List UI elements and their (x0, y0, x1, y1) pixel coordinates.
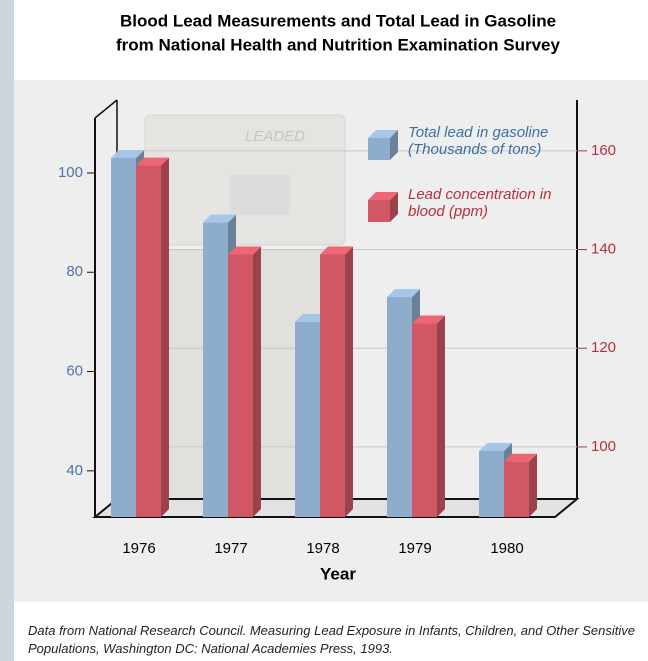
bar-side (529, 454, 537, 517)
y2-tick-label: 160 (591, 142, 616, 159)
bar-front (203, 223, 228, 517)
pump-label: LEADED (245, 128, 305, 145)
legend-label: Lead concentration in blood (ppm) (408, 186, 558, 220)
y2-tick-label: 140 (591, 240, 616, 257)
bar (228, 246, 261, 517)
legend-swatch (368, 200, 390, 222)
y2-tick-label: 100 (591, 438, 616, 455)
x-axis-label: Year (320, 564, 356, 583)
page: Blood Lead Measurements and Total Lead i… (0, 0, 648, 661)
bar-side (161, 158, 169, 517)
chart: Blood Lead Measurements and Total Lead i… (0, 0, 648, 661)
bar-front (504, 462, 529, 517)
y-tick-label: 80 (66, 263, 83, 280)
bar-front (295, 322, 320, 517)
bar-side (253, 246, 261, 517)
bar-front (320, 254, 345, 517)
x-tick-label: 1977 (214, 540, 247, 557)
legend-label: Total lead in gasoline (Thousands of ton… (408, 124, 568, 158)
bar-front (412, 324, 437, 517)
bar (136, 158, 169, 517)
bar-front (136, 166, 161, 517)
y2-tick-label: 120 (591, 339, 616, 356)
x-tick-label: 1979 (398, 540, 431, 557)
bar-front (111, 158, 136, 517)
bar (504, 454, 537, 517)
bar (320, 246, 353, 517)
x-tick-label: 1978 (306, 540, 339, 557)
y-tick-label: 100 (58, 164, 83, 181)
bar-front (228, 254, 253, 517)
bar-front (387, 297, 412, 517)
bar-side (437, 316, 445, 517)
chart-title: Blood Lead Measurements and Total Lead i… (120, 11, 556, 30)
source-note: Data from National Research Council. Mea… (28, 622, 643, 658)
bar-front (479, 451, 504, 517)
bar (412, 316, 445, 517)
bar-side (345, 246, 353, 517)
chart-subtitle: from National Health and Nutrition Exami… (116, 35, 560, 54)
y-tick-label: 60 (66, 363, 83, 380)
legend-swatch (368, 138, 390, 160)
x-tick-label: 1980 (490, 540, 523, 557)
y-tick-label: 40 (66, 462, 83, 479)
x-tick-label: 1976 (122, 540, 155, 557)
